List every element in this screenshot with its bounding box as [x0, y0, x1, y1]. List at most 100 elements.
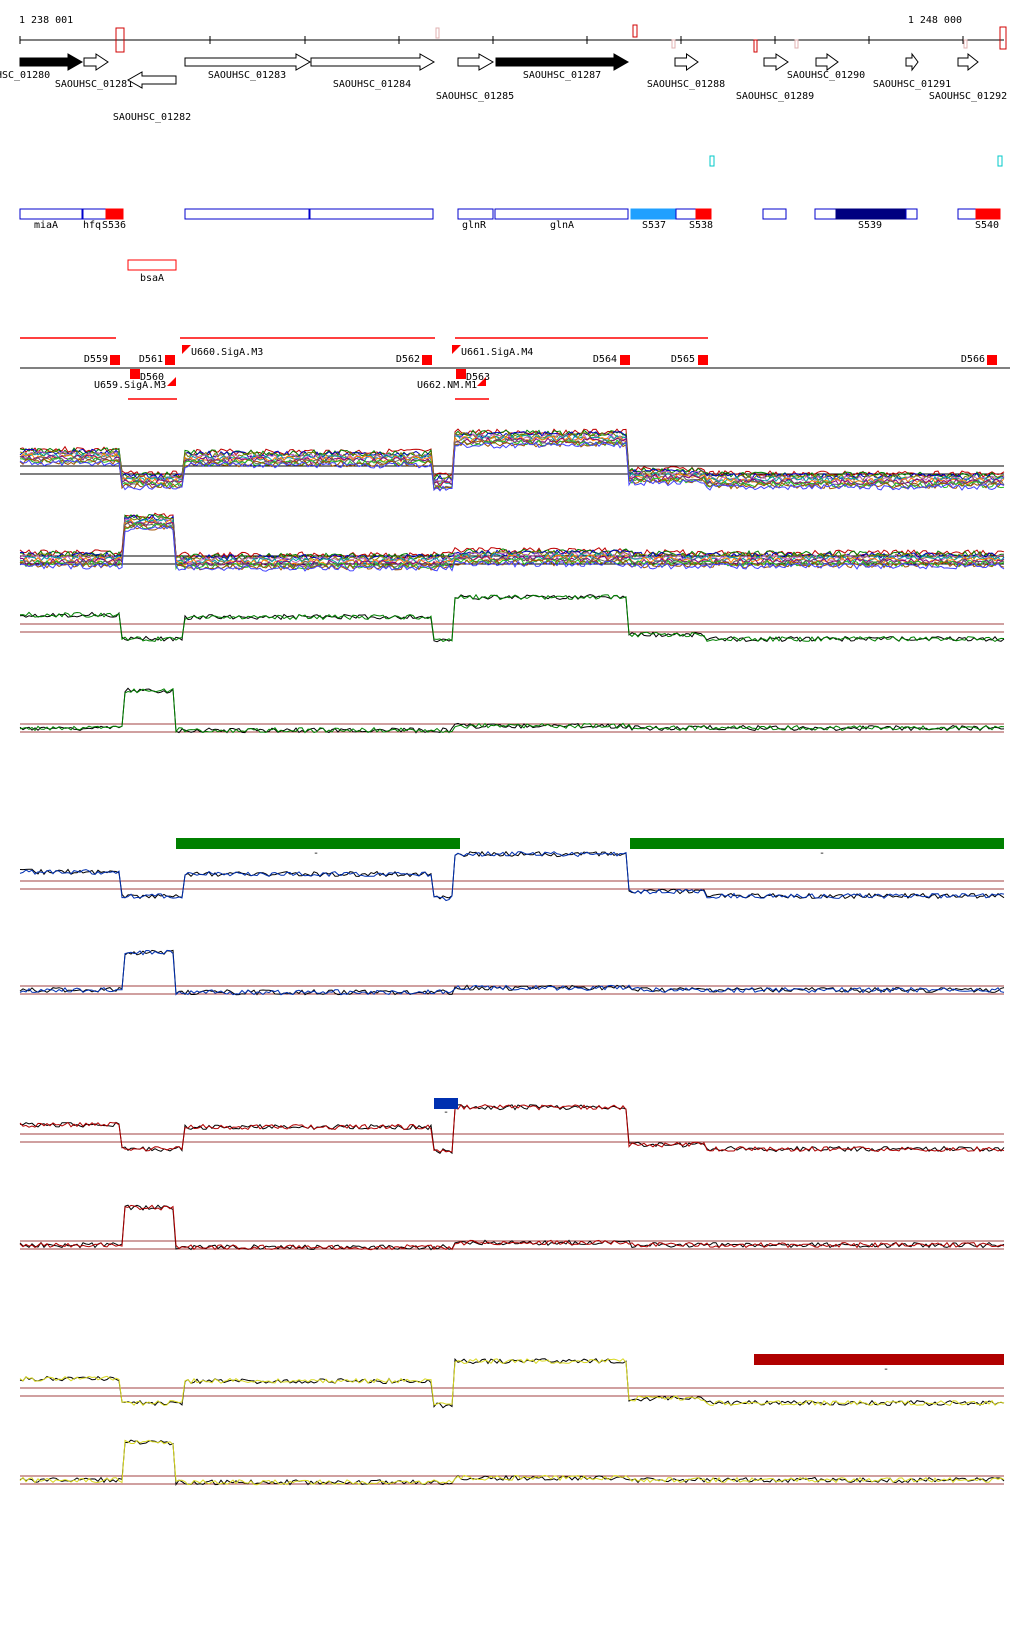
coordinate-ruler: 1 238 001 1 248 000 — [19, 15, 1007, 53]
feature-box — [957, 208, 977, 220]
segment-label: U661.SigA.M4 — [461, 347, 533, 358]
gene-label: SAOUHSC_01282 — [113, 112, 191, 123]
gene-arrow — [905, 52, 919, 72]
feature-marker — [997, 155, 1003, 167]
expression-track — [19, 428, 1005, 492]
condition-dash: - — [443, 1107, 449, 1118]
expression-line — [19, 851, 1005, 902]
segment-label: D562 — [396, 354, 420, 365]
gene-label: SAOUHSC_01281 — [55, 79, 133, 90]
feature-label: bsaA — [140, 273, 164, 284]
segment-label: D563 — [466, 372, 490, 383]
feature-marker — [709, 155, 715, 167]
ruler-start-label: 1 238 001 — [19, 15, 73, 26]
ruler-marker — [671, 39, 676, 49]
feature-box — [695, 208, 712, 220]
feature-box — [19, 208, 83, 220]
expression-track — [19, 1104, 1005, 1155]
expression-line — [19, 593, 1005, 642]
gene-arrow — [495, 53, 630, 71]
gene-label: SAOUHSC_01292 — [929, 91, 1007, 102]
condition-dash: - — [819, 848, 825, 859]
condition-dash: - — [313, 848, 319, 859]
segment-flag — [167, 377, 176, 386]
feature-box — [835, 208, 907, 220]
expression-line — [19, 1439, 1005, 1486]
feature-box — [814, 208, 837, 220]
expression-track — [19, 1358, 1005, 1409]
feature-label: S538 — [689, 220, 713, 231]
feature-label: S540 — [975, 220, 999, 231]
gene-label: SAOUHSC_01288 — [647, 79, 725, 90]
condition-dash: - — [883, 1364, 889, 1375]
ruler-marker — [999, 26, 1007, 50]
feature-label: S537 — [642, 220, 666, 231]
segment-track: D559 D560 D561 U659.SigA.M3 U660.SigA.M3 D562… — [20, 337, 1010, 400]
expression-line — [19, 687, 1005, 734]
gene-arrow — [763, 53, 789, 71]
feature-box — [457, 208, 494, 220]
segment-label: U662.NM.M1 — [417, 380, 477, 391]
segment-label: U659.SigA.M3 — [94, 380, 166, 391]
feature-box — [105, 208, 124, 220]
expression-line — [19, 1204, 1005, 1251]
expression-line — [19, 518, 1005, 566]
feature-box — [762, 208, 787, 220]
gene-arrow — [184, 53, 312, 71]
gene-label: SAOUHSC_01291 — [873, 79, 951, 90]
gene-arrow — [815, 53, 839, 71]
segment-label: D564 — [593, 354, 617, 365]
ruler-marker — [435, 27, 440, 39]
segment-block — [987, 355, 997, 365]
gene-label: SAOUHSC_01285 — [436, 91, 514, 102]
expression-line — [19, 525, 1005, 572]
expression-line — [19, 949, 1005, 996]
expression-line — [19, 1358, 1005, 1407]
expression-track — [19, 1439, 1005, 1486]
feature-box — [905, 208, 918, 220]
feature-box — [127, 259, 177, 271]
feature-track: miaA hfq S536 glnR glnA S537 S538 S539 S540 bsaA — [19, 155, 1003, 284]
gene-label: SAOUHSC_01287 — [523, 70, 601, 81]
ruler-marker — [753, 39, 758, 53]
segment-label: D566 — [961, 354, 985, 365]
feature-box — [309, 208, 434, 220]
gene-track: SAOUHSC_01280 SAOUHSC_01281 SAOUHSC_01282 S… — [0, 52, 1007, 123]
expression-line — [19, 687, 1005, 734]
gene-label: SAOUHSC_01280 — [0, 70, 50, 81]
condition-bar — [630, 838, 1004, 849]
segment-block — [698, 355, 708, 365]
expression-line — [19, 1358, 1005, 1409]
segment-flag — [477, 377, 486, 386]
feature-box — [82, 208, 107, 220]
expression-line — [19, 949, 1005, 996]
segment-flag — [452, 345, 461, 354]
segment-block — [422, 355, 432, 365]
gene-arrow — [957, 52, 979, 72]
gene-label: SAOUHSC_01290 — [787, 70, 865, 81]
gene-arrow — [126, 71, 177, 89]
expression-line — [19, 594, 1005, 643]
expression-line — [19, 1104, 1005, 1153]
segment-block — [165, 355, 175, 365]
feature-label: miaA — [34, 220, 58, 231]
feature-box — [630, 208, 677, 220]
gene-arrow — [674, 53, 699, 71]
gene-arrow — [310, 53, 436, 71]
expression-line — [19, 441, 1005, 492]
expression-line — [19, 1439, 1005, 1486]
condition-bar — [176, 838, 460, 849]
feature-box — [675, 208, 697, 220]
expression-track — [19, 949, 1005, 996]
feature-label: S539 — [858, 220, 882, 231]
ruler-marker — [115, 27, 125, 53]
segment-label: D560 — [140, 372, 164, 383]
gene-arrow — [83, 53, 109, 71]
expression-track — [19, 593, 1005, 643]
expression-line — [19, 850, 1005, 900]
gene-label: SAOUHSC_01289 — [736, 91, 814, 102]
feature-box — [494, 208, 629, 220]
segment-block — [110, 355, 120, 365]
expression-track — [19, 687, 1005, 734]
